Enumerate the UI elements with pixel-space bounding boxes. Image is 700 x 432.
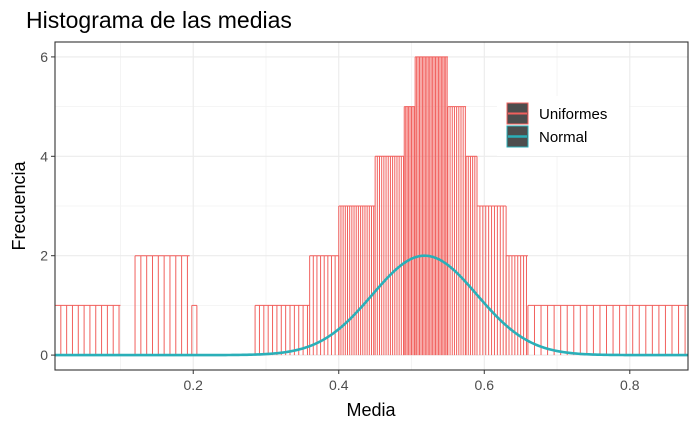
legend-item-uniformes: Uniformes xyxy=(506,102,607,125)
y-axis: 0 2 4 6 xyxy=(40,49,55,363)
y-axis-title: Frecuencia xyxy=(9,160,29,250)
y-tick-label: 0 xyxy=(40,347,48,363)
legend-label-uniformes: Uniformes xyxy=(539,106,607,123)
normal-curve xyxy=(55,254,688,357)
legend-item-normal: Normal xyxy=(506,125,587,148)
x-tick-label: 0.6 xyxy=(475,377,495,393)
y-tick-label: 6 xyxy=(40,49,48,65)
legend: Uniformes Normal xyxy=(497,96,629,156)
plot-border xyxy=(54,41,689,371)
x-tick-label: 0.4 xyxy=(329,377,349,393)
histogram-spikes xyxy=(54,56,688,356)
x-tick-label: 0.2 xyxy=(184,377,204,393)
y-tick-label: 4 xyxy=(40,148,48,164)
y-tick-label: 2 xyxy=(40,248,48,264)
chart-title: Histograma de las medias xyxy=(26,7,292,33)
x-axis: 0.2 0.4 0.6 0.8 xyxy=(184,370,640,393)
x-tick-label: 0.8 xyxy=(620,377,640,393)
legend-label-normal: Normal xyxy=(539,129,587,146)
plot-area xyxy=(54,41,689,371)
x-axis-title: Media xyxy=(346,400,396,420)
